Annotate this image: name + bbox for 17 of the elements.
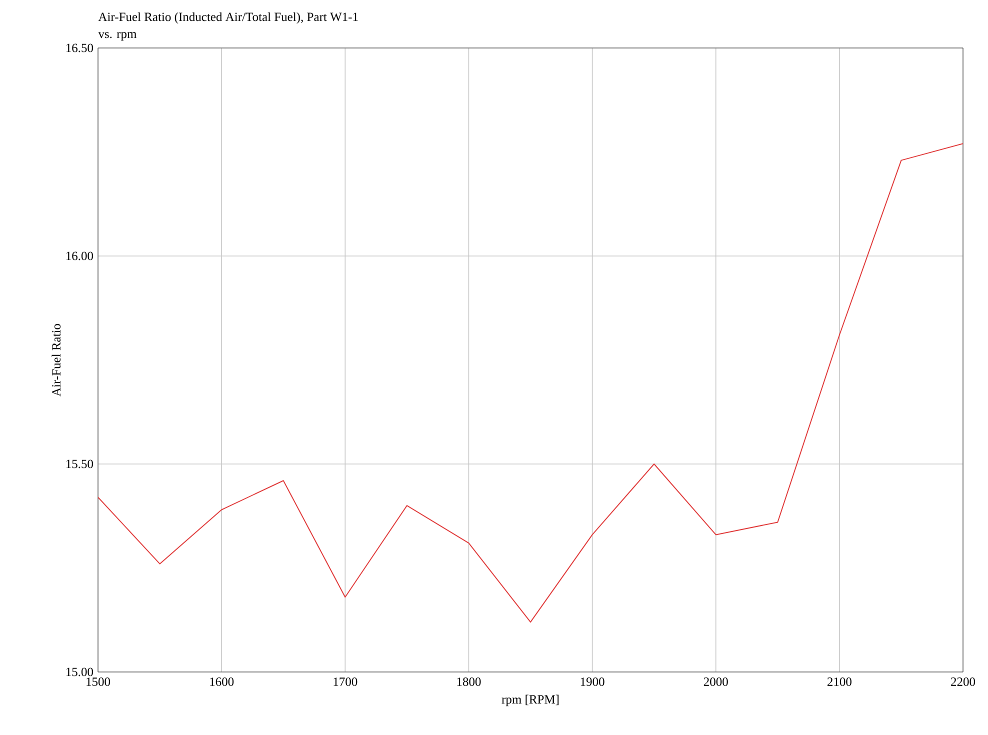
chart-subtitle: vs. rpm: [98, 32, 137, 41]
x-tick-label: 1500: [86, 678, 110, 686]
y-tick-label: 15.50: [66, 460, 94, 468]
x-tick-label: 1600: [210, 678, 234, 686]
y-tick-label: 16.00: [66, 252, 94, 260]
x-tick-label: 2200: [951, 678, 976, 686]
x-tick-label: 1700: [334, 678, 358, 686]
y-axis-title: Air-Fuel Ratio: [52, 324, 61, 396]
x-tick-label: 1800: [457, 678, 481, 686]
x-tick-label: 2100: [827, 678, 852, 686]
y-tick-label: 15.00: [66, 668, 94, 676]
y-tick-label: 16.50: [66, 44, 94, 52]
x-axis-title: rpm [RPM]: [502, 694, 559, 706]
chart-title: Air-Fuel Ratio (Inducted Air/Total Fuel), Part W1-1: [98, 12, 358, 24]
x-tick-label: 2000: [704, 678, 728, 686]
x-tick-label: 1900: [580, 678, 604, 686]
line-series: [98, 143, 964, 623]
